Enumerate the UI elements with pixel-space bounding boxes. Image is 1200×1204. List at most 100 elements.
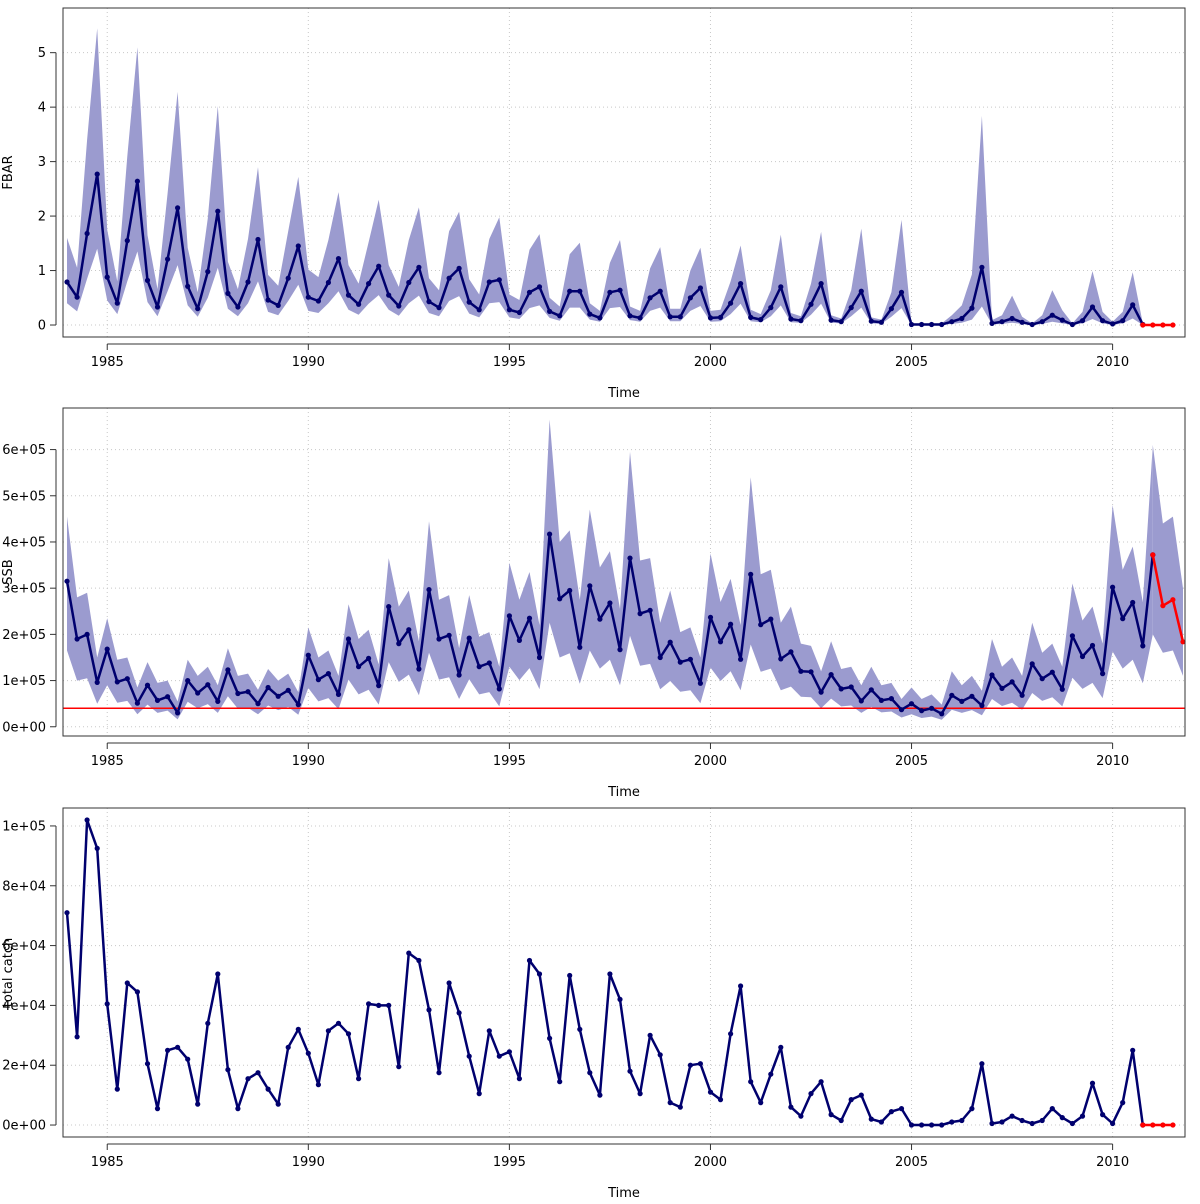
data-point [345,1031,352,1037]
data-point [908,701,915,707]
y-tick-label: 5e+05 [2,489,46,504]
data-point [687,1062,694,1068]
data-point [185,283,191,289]
data-point [285,275,291,281]
data-point [728,300,734,306]
data-point [587,311,593,317]
data-point [305,1050,311,1056]
data-point [838,686,844,692]
x-tick-label: 1995 [493,355,526,370]
data-point [366,1001,372,1007]
data-point [919,1122,925,1128]
data-point [768,1071,774,1077]
data-point [345,636,352,642]
data-point [798,1113,804,1119]
data-point [154,1106,161,1112]
data-point [1029,1120,1035,1127]
data-point [898,1106,905,1112]
data-point [1130,1047,1136,1053]
data-point [1039,1117,1045,1124]
data-point [245,1076,251,1082]
data-point [587,1070,593,1076]
data-point [516,637,523,644]
data-point [647,1032,653,1038]
data-point [788,1104,794,1110]
data-point [516,309,523,316]
data-point [506,1049,512,1055]
data-point [808,301,814,307]
data-point [1059,1115,1065,1121]
data-point [717,1097,724,1103]
data-point [245,279,251,285]
data-point [114,1086,120,1092]
data-point [637,611,643,617]
data-point [868,318,874,324]
data-point [165,256,171,262]
data-point [416,957,422,964]
data-point [878,319,885,325]
y-axis-title: FBAR [1,155,16,189]
data-point [94,171,100,177]
data-point [1019,692,1025,698]
data-point [627,555,633,561]
data-point [1100,671,1106,677]
data-point [335,691,342,698]
data-point [195,1101,201,1107]
x-tick-label: 1990 [292,355,325,370]
data-point [768,305,774,311]
data-point [627,1068,633,1074]
data-point [526,289,533,295]
x-tick-label: 2010 [1096,1155,1129,1170]
data-point [1130,599,1136,606]
data-point [406,627,412,633]
data-point [677,314,683,320]
data-point [1110,1120,1116,1127]
data-point [416,264,422,270]
data-point [366,655,372,662]
data-point [969,693,975,699]
data-point [949,692,955,698]
data-point [366,281,372,287]
data-point [235,304,241,310]
data-point [808,669,814,675]
data-point [205,1020,211,1026]
x-tick-label: 2000 [694,1155,727,1170]
data-point [687,295,694,301]
data-point [1019,319,1025,325]
data-point [165,1047,171,1053]
data-point [828,672,834,678]
data-point [1039,676,1045,682]
y-tick-label: 1 [38,264,46,279]
data-point [215,208,221,214]
y-tick-label: 4 [38,101,46,116]
data-point [557,313,563,319]
data-point [707,1089,714,1095]
data-point [496,686,502,692]
data-point [898,707,905,713]
data-point [295,1026,301,1032]
panel-ssb: 1985 1990 1995 2000 2005 2010 0e+00 1e+05 2e+05 3… [1,407,1186,800]
data-point [124,238,130,244]
data-point [255,236,261,243]
data-point [607,289,613,295]
data-point [195,306,201,312]
data-point [84,817,90,823]
data-point [426,1007,432,1013]
data-point [225,290,231,296]
data-point [1120,616,1126,622]
data-point [436,636,442,642]
data-point [416,666,422,672]
data-point [185,678,191,684]
plot-frame [62,807,1186,1138]
data-point [647,295,653,301]
y-tick-label: 6e+05 [2,443,46,458]
data-point [114,300,120,306]
data-point [1029,321,1035,328]
data-point [1100,1112,1106,1118]
data-point [275,1101,281,1107]
panel-catch: 1985 1990 1995 2000 2005 2010 0e+00 2e+04 4e+04 6… [1,807,1186,1201]
y-axis-title: total catch [1,938,16,1007]
data-point [878,697,885,704]
